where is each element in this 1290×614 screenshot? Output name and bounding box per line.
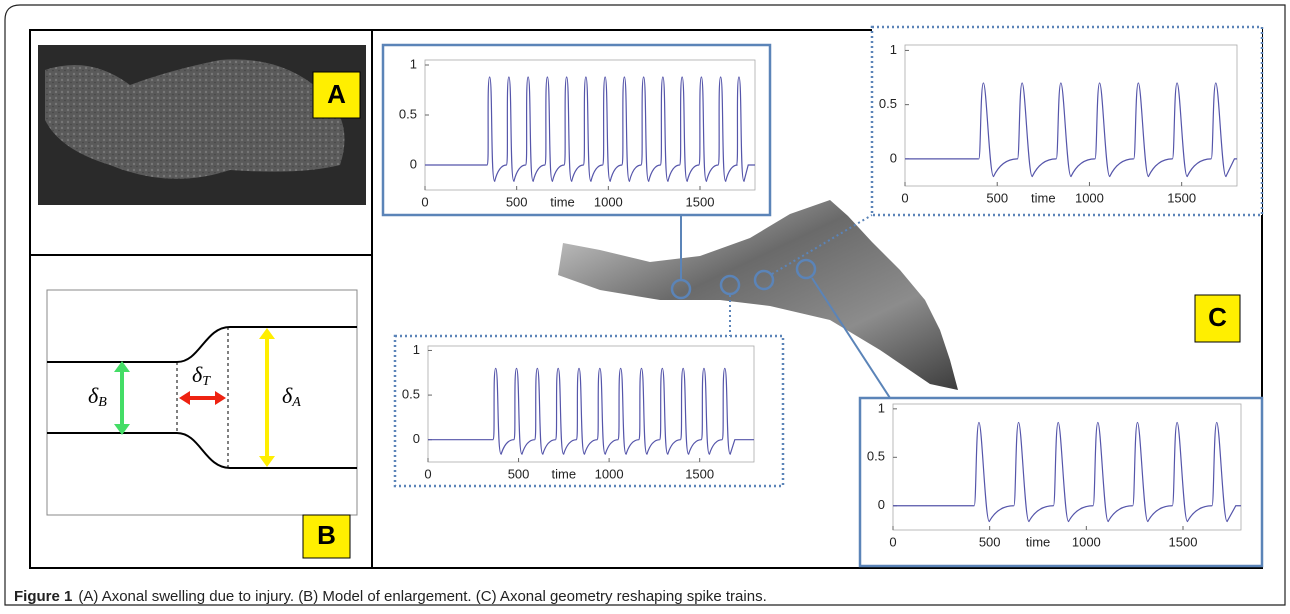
x-tick-label: 1500 [685,466,714,481]
spike-plot: 0 0.5 1 0 500 1000 1500 time [395,336,783,486]
figure: A δB δT δA B C Figure 1 (A) Axonal swelli… [0,0,1290,614]
symbol: δA [282,383,301,410]
spike-plot: 0 0.5 1 0 500 1000 1500 time [872,27,1262,215]
y-tick-label: 0 [413,431,420,446]
x-tick-label: 1000 [594,194,623,209]
symbol: δT [192,362,211,389]
y-tick-label: 0 [878,497,885,512]
panel-label: C [1208,302,1227,332]
spike-plot: 0 0.5 1 0 500 1000 1500 time [860,398,1262,566]
plot-frame [383,45,770,215]
y-tick-label: 1 [410,56,417,71]
panel-label: B [317,520,336,550]
caption-text: (A) Axonal swelling due to injury. (B) M… [78,588,766,605]
plot-frame [860,398,1262,566]
panel-b: δB δT δA B [47,290,357,558]
x-tick-label: 500 [986,190,1008,205]
x-axis-label: time [1031,190,1056,205]
x-tick-label: 0 [889,534,896,549]
y-tick-label: 1 [413,342,420,357]
x-tick-label: 1000 [595,466,624,481]
model-wall [47,433,357,468]
spike-plot: 0 0.5 1 0 500 1000 1500 time [383,45,770,215]
x-tick-label: 1500 [1167,190,1196,205]
y-tick-label: 0.5 [867,449,885,464]
x-tick-label: 1500 [1169,534,1198,549]
x-tick-label: 500 [979,534,1001,549]
x-tick-label: 0 [421,194,428,209]
model-wall [47,327,357,362]
panel-label: A [327,79,346,109]
x-tick-label: 1500 [686,194,715,209]
symbol-subscript: T [202,374,211,389]
y-tick-label: 0.5 [399,106,417,121]
panel-a: A [38,45,366,205]
caption-figure: Figure 1 [14,588,72,605]
y-tick-label: 0.5 [402,387,420,402]
caption: Figure 1 (A) Axonal swelling due to injur… [14,588,767,605]
y-tick-label: 0 [410,156,417,171]
x-tick-label: 500 [508,466,530,481]
symbol: δB [88,383,107,410]
y-tick-label: 0 [890,150,897,165]
y-tick-label: 1 [890,42,897,57]
x-tick-label: 0 [424,466,431,481]
x-axis-label: time [552,466,577,481]
plot-frame [872,27,1262,215]
x-axis-label: time [1026,534,1051,549]
x-tick-label: 1000 [1075,190,1104,205]
plot-frame [395,336,783,486]
x-tick-label: 0 [901,190,908,205]
x-axis-label: time [550,194,575,209]
y-tick-label: 1 [878,400,885,415]
symbol-subscript: B [98,395,107,410]
symbol-subscript: A [291,395,301,410]
x-tick-label: 1000 [1072,534,1101,549]
y-tick-label: 0.5 [879,96,897,111]
x-tick-label: 500 [506,194,528,209]
